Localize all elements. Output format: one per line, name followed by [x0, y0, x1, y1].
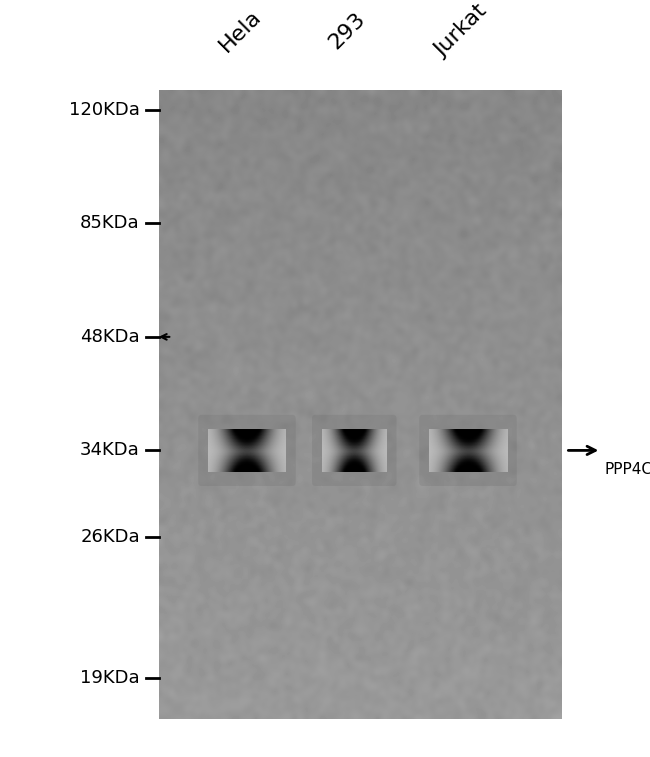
- FancyBboxPatch shape: [312, 415, 396, 486]
- Text: PPP4C: PPP4C: [604, 462, 650, 477]
- Text: 120KDa: 120KDa: [69, 101, 140, 119]
- FancyBboxPatch shape: [419, 415, 517, 486]
- FancyBboxPatch shape: [198, 415, 296, 486]
- Text: 48KDa: 48KDa: [80, 328, 140, 346]
- Text: Jurkat: Jurkat: [431, 1, 491, 61]
- Text: 293: 293: [325, 9, 369, 53]
- Text: 34KDa: 34KDa: [80, 441, 140, 459]
- Text: 85KDa: 85KDa: [80, 214, 140, 232]
- Text: 26KDa: 26KDa: [80, 528, 140, 547]
- Text: 19KDa: 19KDa: [80, 668, 140, 687]
- Text: Hela: Hela: [215, 6, 265, 55]
